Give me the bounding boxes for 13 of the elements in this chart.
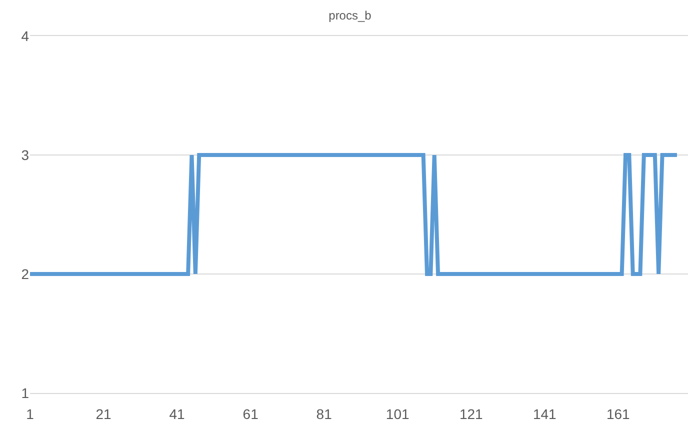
y-tick-label: 2 [21,266,30,282]
x-tick-label: 141 [532,406,557,422]
x-tick-label: 41 [169,406,186,422]
y-tick-label: 4 [21,28,30,44]
y-tick-label: 3 [21,146,30,163]
x-tick-label: 21 [96,406,112,422]
x-tick-label: 81 [316,406,332,422]
x-tick-label: 101 [386,406,410,422]
y-tick-label: 1 [21,384,30,401]
x-tick-label: 61 [242,406,259,422]
chart-title: procs_b [328,8,372,22]
x-tick-label: 161 [606,406,630,422]
x-tick-label: 121 [459,406,484,422]
